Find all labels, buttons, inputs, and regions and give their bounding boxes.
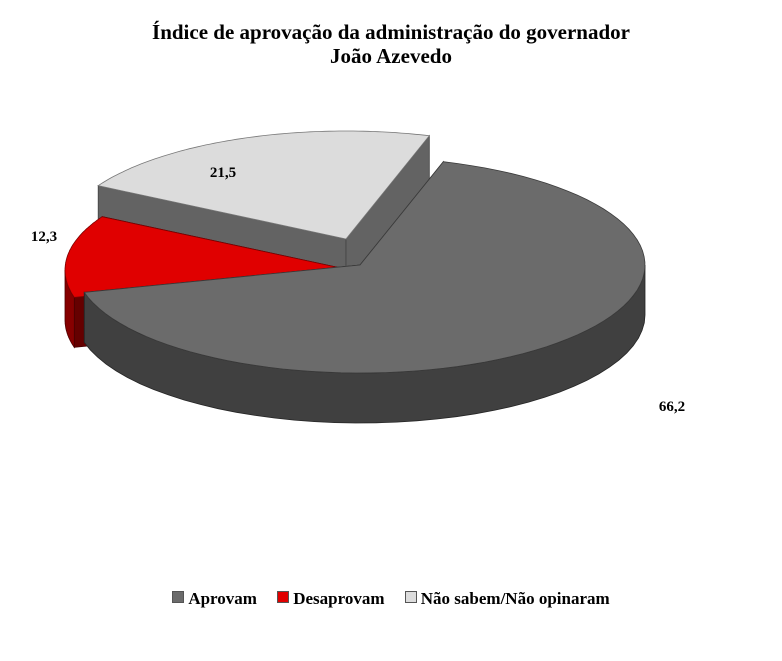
legend-swatch-aprovam (172, 591, 185, 603)
legend: Aprovam Desaprovam Não sabem/Não opinara… (0, 589, 782, 609)
pie-slice-top-desaprovam (64, 216, 351, 298)
data-label-aprovam: 66,2 (659, 399, 685, 415)
legend-label-desaprovam: Desaprovam (293, 589, 385, 608)
legend-swatch-desaprovam (277, 591, 290, 603)
pie-slice-top-nao-sabem (97, 130, 431, 240)
chart-title-line-1: Índice de aprovação da administração do … (152, 20, 630, 44)
data-label-nao-sabem: 21,5 (210, 165, 236, 181)
legend-item-nao-sabem: Não sabem/Não opinaram (404, 589, 610, 609)
pie-slice-top-aprovam (83, 161, 646, 374)
legend-item-aprovam: Aprovam (172, 589, 257, 609)
data-label-desaprovam: 12,3 (31, 229, 57, 245)
legend-swatch-nao-sabem (404, 591, 417, 603)
pie-slice-aprovam (83, 160, 646, 424)
legend-label-nao-sabem: Não sabem/Não opinaram (420, 589, 610, 608)
chart-title: Índice de aprovação da administração do … (0, 20, 782, 68)
legend-label-aprovam: Aprovam (188, 589, 257, 608)
legend-item-desaprovam: Desaprovam (277, 589, 385, 609)
chart-subtitle: João Azevedo (330, 44, 452, 68)
